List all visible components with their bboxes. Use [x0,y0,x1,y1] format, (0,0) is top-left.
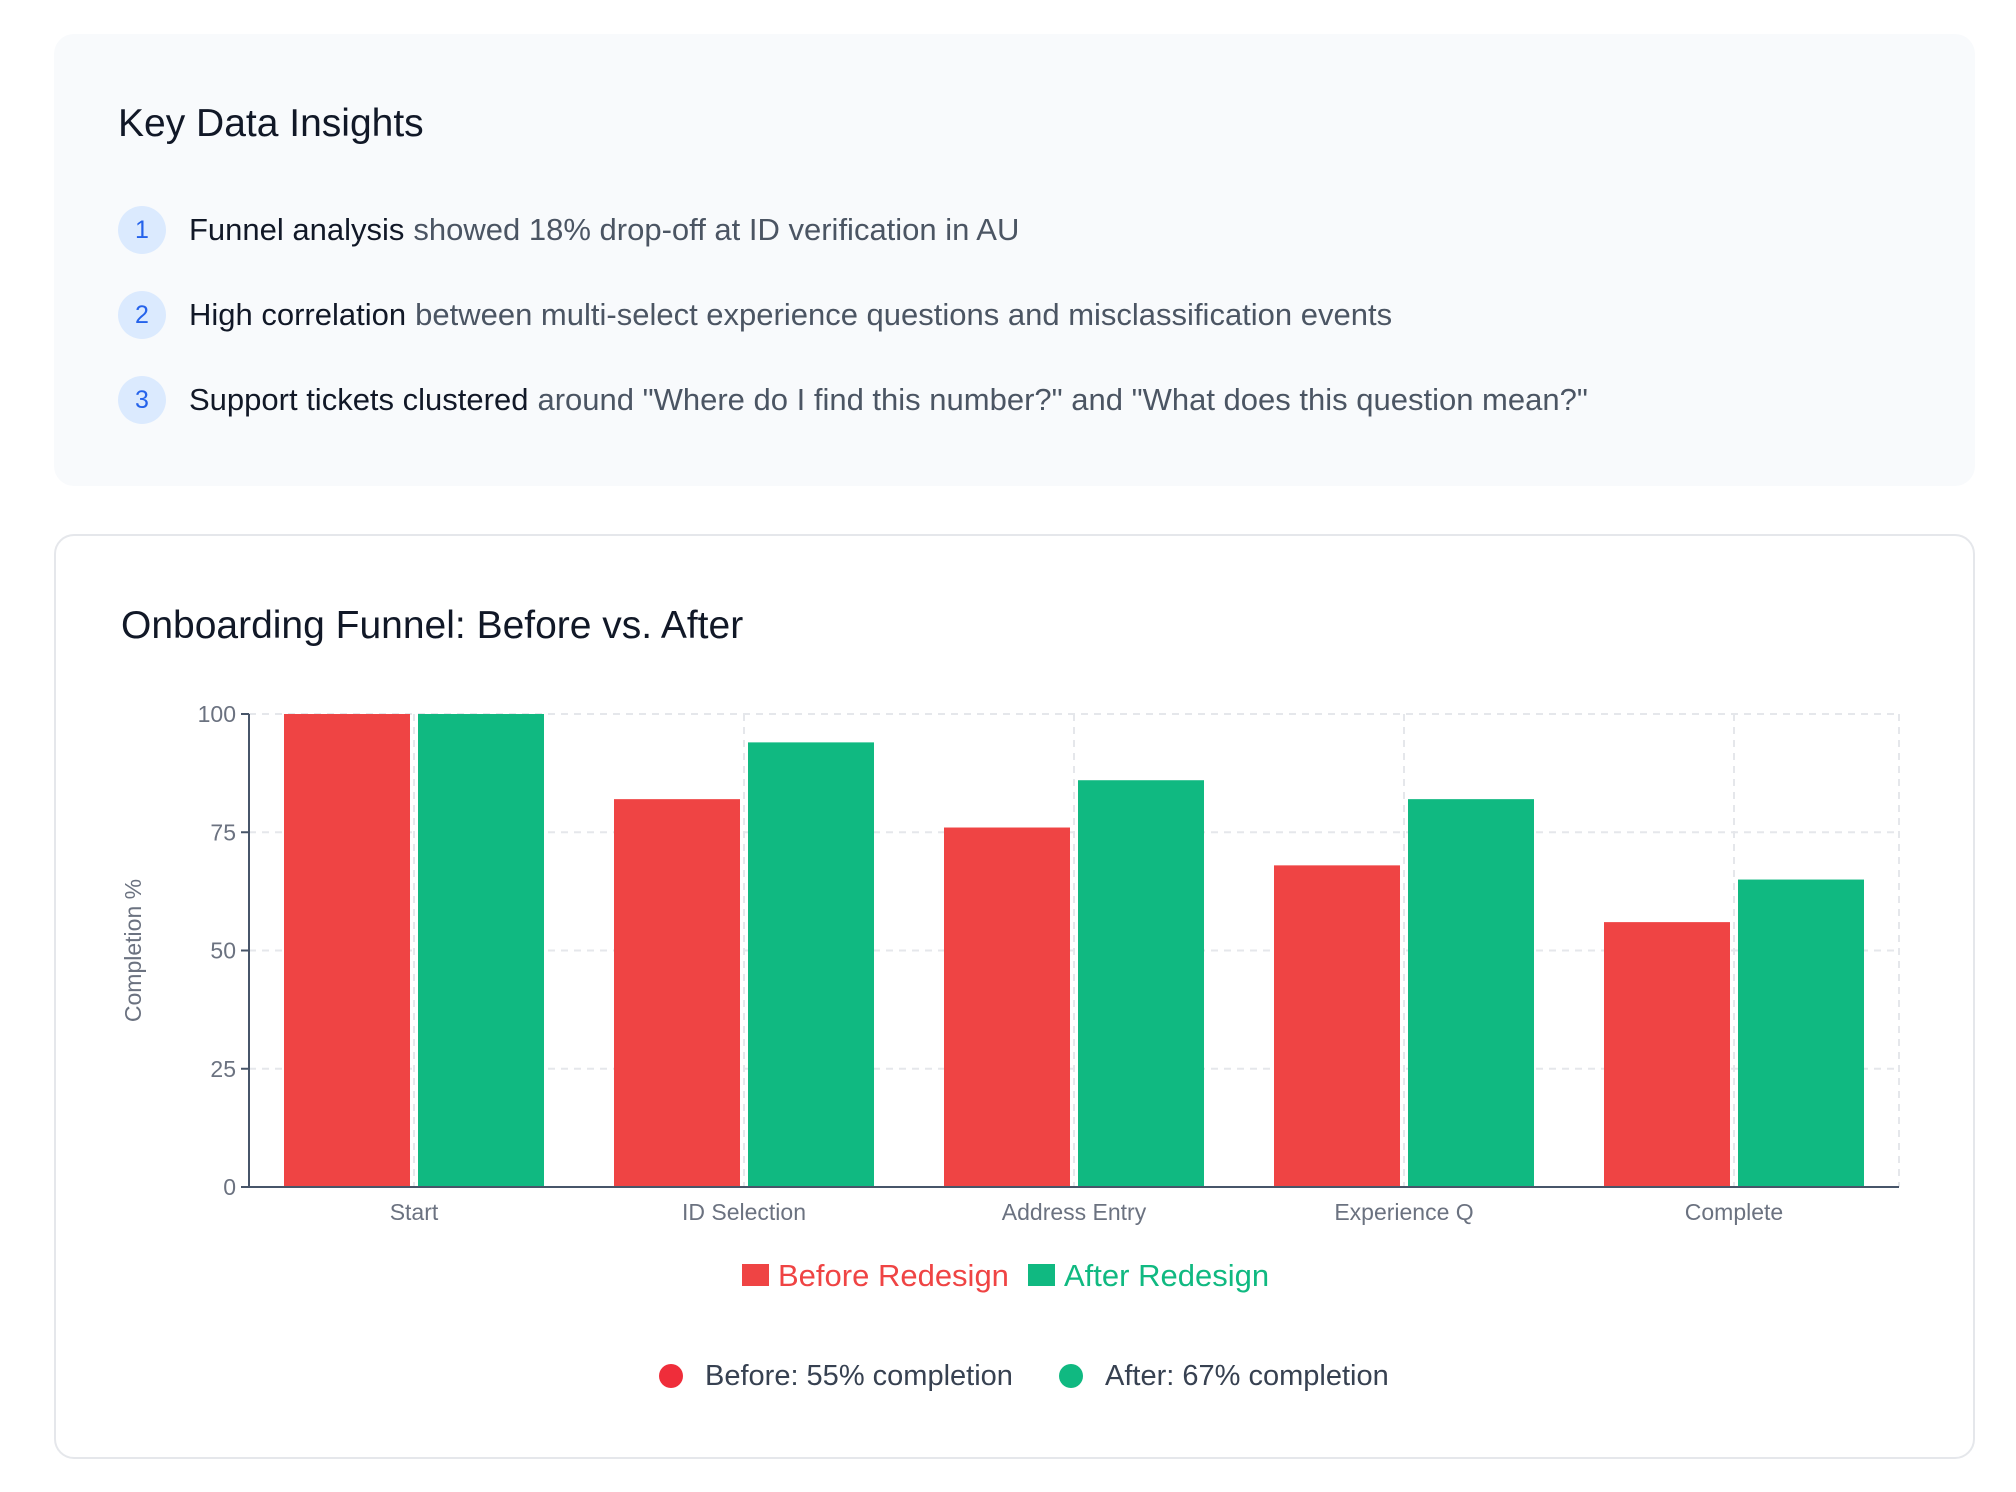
y-tick-label: 25 [210,1056,236,1082]
insight-item: 3 Support tickets clustered around "Wher… [118,376,1588,424]
bar-after [418,714,544,1187]
insight-text: showed 18% drop-off at ID verification i… [413,212,1020,247]
x-tick-label: Complete [1685,1199,1783,1225]
summary-after: After: 67% completion [1059,1356,1389,1396]
legend-swatch [1028,1264,1055,1286]
insight-text: between multi-select experience question… [415,297,1393,332]
insight-text: around "Where do I find this number?" an… [537,382,1588,417]
bar-before [1274,865,1400,1187]
y-tick-label: 100 [198,701,236,727]
insight-number-badge: 2 [118,291,166,339]
summary-after-text: After: 67% completion [1105,1359,1389,1392]
insight-number-badge: 1 [118,206,166,254]
insights-card: Key Data Insights 1 Funnel analysis show… [54,34,1975,486]
y-tick-label: 50 [210,938,236,964]
bar-before [1604,922,1730,1187]
before-dot-icon [659,1364,683,1388]
legend-label: Before Redesign [778,1258,1009,1293]
chart-card: Onboarding Funnel: Before vs. After 0 25 5… [54,534,1975,1459]
bar-after [1078,780,1204,1187]
x-tick-label: Start [390,1199,439,1225]
bar-before [284,714,410,1187]
bar-before [614,799,740,1187]
y-tick-label: 0 [223,1174,236,1200]
legend-swatch [742,1264,769,1286]
insight-item: 1 Funnel analysis showed 18% drop-off at… [118,206,1019,254]
x-tick-label: Experience Q [1334,1199,1473,1225]
chart-title: Onboarding Funnel: Before vs. After [121,604,744,647]
y-tick-label: 75 [210,819,236,845]
x-tick-label: Address Entry [1002,1199,1147,1225]
summary-before: Before: 55% completion [659,1356,1013,1396]
summary-before-text: Before: 55% completion [705,1359,1013,1392]
insight-item: 2 High correlation between multi-select … [118,291,1392,339]
insight-highlight: Support tickets clustered [189,382,529,417]
after-dot-icon [1059,1364,1083,1388]
legend-label: After Redesign [1064,1258,1269,1293]
insight-highlight: High correlation [189,297,407,332]
bar-after [1738,879,1864,1187]
bar-before [944,827,1070,1187]
bar-after [748,742,874,1187]
insight-highlight: Funnel analysis [189,212,405,247]
x-tick-label: ID Selection [682,1199,806,1225]
y-axis-label: Completion % [120,879,146,1022]
bar-after [1408,799,1534,1187]
insight-number-badge: 3 [118,376,166,424]
funnel-chart: 0 25 50 75 100 Start ID Selection Address Entry… [120,701,1900,1293]
insights-title: Key Data Insights [118,102,424,145]
